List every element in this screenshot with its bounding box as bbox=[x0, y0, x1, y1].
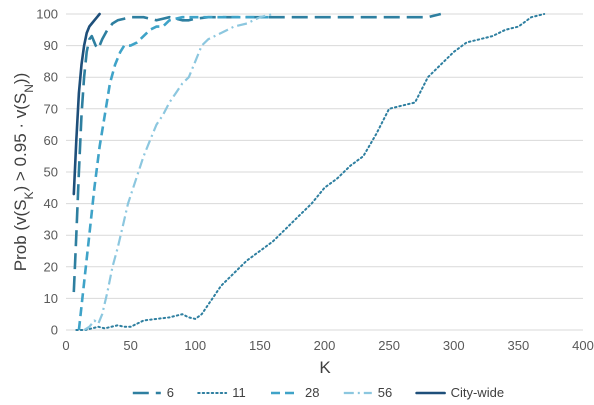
y-tick-label: 100 bbox=[36, 7, 58, 22]
legend: 6 11 28 56 City-wide bbox=[132, 385, 504, 400]
y-tick-label: 10 bbox=[44, 291, 58, 306]
x-tick-label: 350 bbox=[508, 338, 530, 353]
legend-label: 56 bbox=[378, 385, 392, 400]
y-tick-label: 20 bbox=[44, 259, 58, 274]
y-tick-label: 80 bbox=[44, 70, 58, 85]
x-axis-title: K bbox=[319, 358, 331, 377]
x-tick-label: 300 bbox=[443, 338, 465, 353]
legend-label: City-wide bbox=[451, 385, 504, 400]
x-tick-labels: 0 50 100 150 200 250 300 350 400 bbox=[62, 338, 593, 353]
series-line-11 bbox=[75, 13, 546, 331]
series-line-56 bbox=[83, 12, 274, 331]
y-tick-label: 90 bbox=[44, 38, 58, 53]
y-tick-label: 50 bbox=[44, 165, 58, 180]
y-axis-title-prefix: Prob (v(S bbox=[11, 199, 30, 271]
y-axis-title-mid: ) > 0.95 · v(S bbox=[11, 93, 30, 192]
x-tick-label: 400 bbox=[572, 338, 594, 353]
series-line-28 bbox=[77, 15, 273, 331]
y-tick-label: 40 bbox=[44, 196, 58, 211]
y-tick-labels: 0 10 20 30 40 50 60 70 80 90 100 bbox=[36, 7, 58, 338]
legend-label: 6 bbox=[167, 385, 174, 400]
x-tick-label: 100 bbox=[184, 338, 206, 353]
y-axis-title-sub2: N bbox=[22, 84, 36, 93]
legend-label: 11 bbox=[232, 385, 246, 400]
legend-item: 56 bbox=[343, 385, 392, 400]
gridlines bbox=[66, 13, 583, 331]
legend-item: 11 bbox=[197, 385, 246, 400]
x-tick-label: 200 bbox=[314, 338, 336, 353]
x-tick-label: 0 bbox=[62, 338, 69, 353]
y-axis-title: Prob (v(SK) > 0.95 · v(SN)) bbox=[11, 73, 36, 272]
y-tick-label: 60 bbox=[44, 133, 58, 148]
legend-label: 28 bbox=[305, 385, 319, 400]
legend-item: 6 bbox=[132, 385, 174, 400]
x-tick-label: 250 bbox=[378, 338, 400, 353]
series-line-city-wide bbox=[72, 12, 101, 196]
legend-item: 28 bbox=[271, 385, 319, 400]
x-tick-label: 150 bbox=[249, 338, 271, 353]
x-tick-label: 50 bbox=[123, 338, 137, 353]
series-layer bbox=[72, 12, 546, 331]
y-tick-label: 0 bbox=[51, 323, 58, 338]
legend-item: City-wide bbox=[415, 385, 504, 400]
y-axis-title-sub1: K bbox=[22, 191, 36, 199]
y-axis-title-suffix: )) bbox=[11, 73, 30, 84]
series-line-6 bbox=[72, 12, 442, 293]
y-tick-label: 70 bbox=[44, 101, 58, 116]
y-tick-label: 30 bbox=[44, 228, 58, 243]
